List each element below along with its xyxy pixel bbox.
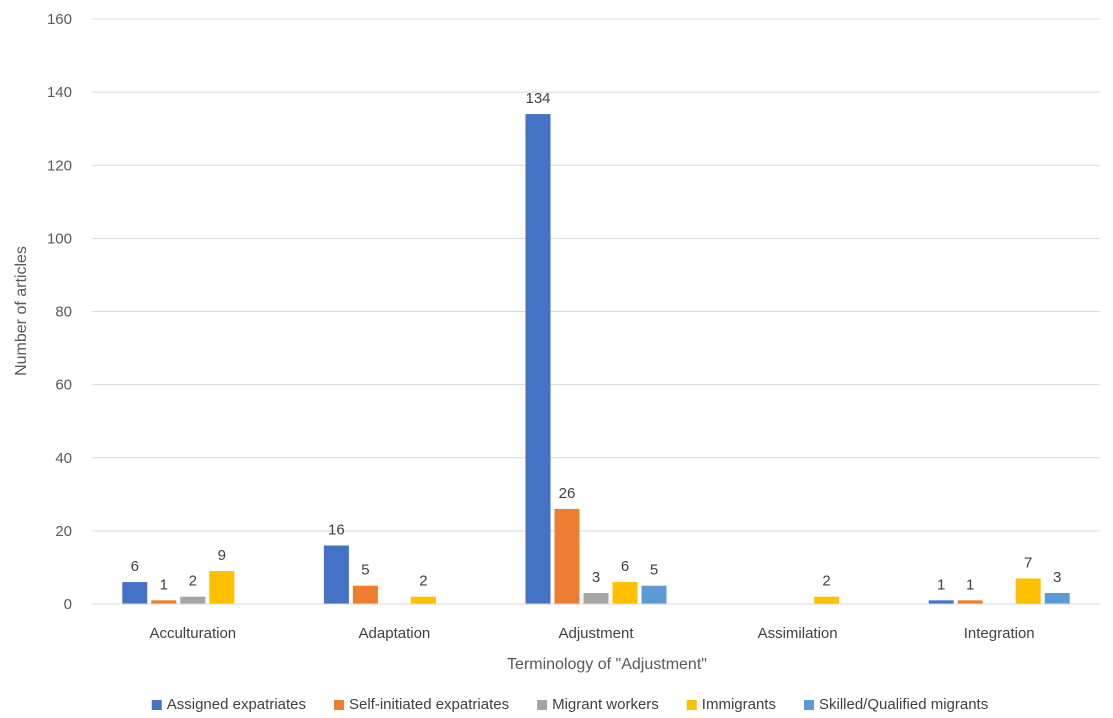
data-label: 134 [525, 90, 550, 107]
x-axis-categories: Acculturation Adaptation Adjustment Assimil… [149, 625, 1034, 642]
category-label: Acculturation [149, 625, 236, 642]
data-label: 26 [559, 485, 576, 502]
y-tick-label: 140 [47, 84, 72, 101]
bar [525, 114, 551, 604]
category-label: Adaptation [359, 625, 431, 642]
legend-swatch [803, 700, 814, 710]
bar [323, 545, 349, 604]
legend-label: Self-initiated expatriates [349, 696, 509, 713]
bar [612, 582, 638, 604]
category-label: Assimilation [758, 625, 838, 642]
bars [122, 114, 1070, 604]
y-tick-label: 60 [55, 377, 72, 394]
data-label: 1 [160, 576, 168, 593]
y-tick-label: 80 [55, 304, 72, 321]
legend-item: Migrant workers [537, 696, 659, 713]
bar [122, 582, 148, 604]
data-label: 6 [131, 558, 139, 575]
category-label: Integration [964, 625, 1035, 642]
bar [554, 508, 580, 604]
data-label: 9 [218, 547, 226, 564]
bar [151, 600, 177, 604]
y-tick-label: 120 [47, 157, 72, 174]
legend-item: Skilled/Qualified migrants [803, 696, 988, 713]
bar [583, 593, 609, 604]
y-tick-label: 0 [64, 596, 72, 613]
legend-swatch [151, 700, 162, 710]
legend-swatch [686, 700, 697, 710]
data-label: 5 [650, 562, 658, 579]
bar [641, 585, 667, 604]
bar [1015, 578, 1041, 604]
y-axis-ticks: 0 20 40 60 80 100 120 140 160 [47, 11, 72, 613]
legend-label: Skilled/Qualified migrants [819, 696, 988, 713]
data-label: 6 [621, 558, 629, 575]
legend: Assigned expatriates Self-initiated expat… [151, 696, 988, 713]
y-tick-label: 20 [55, 523, 72, 540]
legend-label: Migrant workers [552, 696, 659, 713]
bar [180, 596, 206, 604]
data-label: 5 [361, 562, 369, 579]
x-axis-title: Terminology of "Adjustment" [507, 656, 707, 673]
data-label: 3 [1053, 569, 1061, 586]
data-label: 16 [328, 522, 345, 539]
legend-label: Immigrants [702, 696, 776, 713]
gridlines [92, 18, 1100, 532]
category-label: Adjustment [558, 625, 634, 642]
bar [209, 571, 235, 604]
legend-label: Assigned expatriates [167, 696, 306, 713]
data-label: 2 [189, 573, 197, 590]
bar [928, 600, 954, 604]
bar [352, 585, 378, 604]
legend-item: Self-initiated expatriates [334, 696, 509, 713]
data-label: 1 [966, 576, 974, 593]
bar [814, 596, 840, 604]
legend-swatch [537, 700, 548, 710]
data-label: 2 [419, 573, 427, 590]
legend-item: Assigned expatriates [151, 696, 306, 713]
y-tick-label: 40 [55, 450, 72, 467]
bar [1044, 593, 1070, 604]
legend-item: Immigrants [686, 696, 776, 713]
legend-swatch [334, 700, 345, 710]
y-axis-title: Number of articles [13, 246, 30, 376]
data-label: 2 [822, 573, 830, 590]
data-label: 1 [937, 576, 945, 593]
y-tick-label: 160 [47, 11, 72, 28]
data-label: 7 [1024, 554, 1032, 571]
y-tick-label: 100 [47, 230, 72, 247]
bar [410, 596, 436, 604]
bar [957, 600, 983, 604]
data-label: 3 [592, 569, 600, 586]
